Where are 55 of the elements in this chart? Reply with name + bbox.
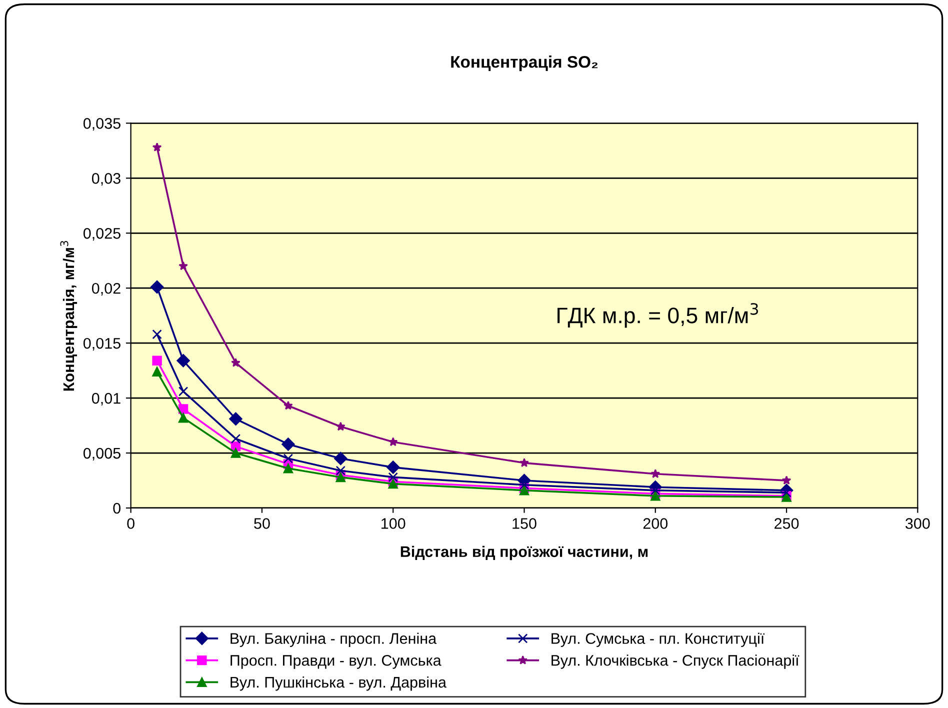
x-tick-label: 250 bbox=[774, 518, 799, 529]
x-axis-title: Відстань від проїзжої частини, м bbox=[400, 546, 648, 560]
point bbox=[178, 404, 188, 414]
legend-label: Вул. Клочківська - Спуск Пасіонарії bbox=[552, 654, 800, 669]
x-tick-label: 50 bbox=[254, 518, 270, 529]
legend-label: Вул. Пушкінська - вул. Дарвіна bbox=[230, 676, 446, 691]
y-tick-label: 0,025 bbox=[83, 228, 120, 241]
annotation: ГДК м.р. = 0,5 мг/м$^{3}$ bbox=[558, 303, 758, 328]
point bbox=[519, 486, 530, 496]
legend-label: Вул. Сумська - пл. Конституції bbox=[552, 632, 764, 647]
point bbox=[782, 476, 792, 485]
chart-title: Концентрація SO₂ bbox=[451, 56, 598, 72]
y-tick-label: 0,02 bbox=[92, 282, 120, 296]
point bbox=[176, 354, 190, 368]
point bbox=[282, 438, 295, 451]
point bbox=[152, 356, 162, 366]
point bbox=[334, 452, 348, 466]
legend-label: Вул. Бакуліна - просп. Леніна bbox=[230, 632, 437, 647]
point bbox=[283, 454, 294, 464]
point bbox=[388, 437, 398, 446]
point bbox=[150, 280, 164, 294]
point bbox=[284, 400, 293, 410]
point bbox=[336, 466, 346, 476]
point bbox=[520, 458, 529, 467]
y-tick-label: 0,005 bbox=[83, 448, 120, 461]
point bbox=[230, 448, 241, 458]
y-tick-label: 0,035 bbox=[83, 118, 120, 131]
y-tick-label: 0,01 bbox=[92, 392, 120, 406]
legend-label: Просп. Правди - вул. Сумська bbox=[230, 654, 442, 669]
x-tick-label: 300 bbox=[906, 518, 930, 529]
point bbox=[178, 261, 188, 270]
point bbox=[230, 434, 241, 444]
point bbox=[650, 469, 660, 478]
y-axis-title: Концентрація, мг/м$^{3}$ bbox=[60, 240, 78, 391]
x-tick-label: 100 bbox=[382, 518, 406, 529]
point bbox=[152, 366, 162, 377]
point bbox=[336, 472, 346, 482]
x-tick-label: 200 bbox=[643, 518, 668, 529]
point bbox=[386, 460, 400, 474]
point bbox=[336, 422, 346, 431]
point bbox=[178, 386, 188, 396]
point bbox=[229, 412, 242, 426]
x-tick-label: 150 bbox=[512, 518, 536, 529]
point bbox=[231, 358, 240, 367]
point bbox=[178, 412, 188, 423]
y-tick-label: 0,015 bbox=[83, 338, 120, 351]
point bbox=[283, 464, 294, 474]
y-tick-label: 0 bbox=[113, 502, 121, 514]
point bbox=[650, 491, 660, 501]
point bbox=[388, 472, 398, 482]
y-tick-label: 0,03 bbox=[92, 173, 120, 186]
point bbox=[152, 142, 162, 152]
x-tick-label: 0 bbox=[127, 518, 134, 529]
point bbox=[388, 478, 398, 489]
point bbox=[152, 329, 162, 340]
